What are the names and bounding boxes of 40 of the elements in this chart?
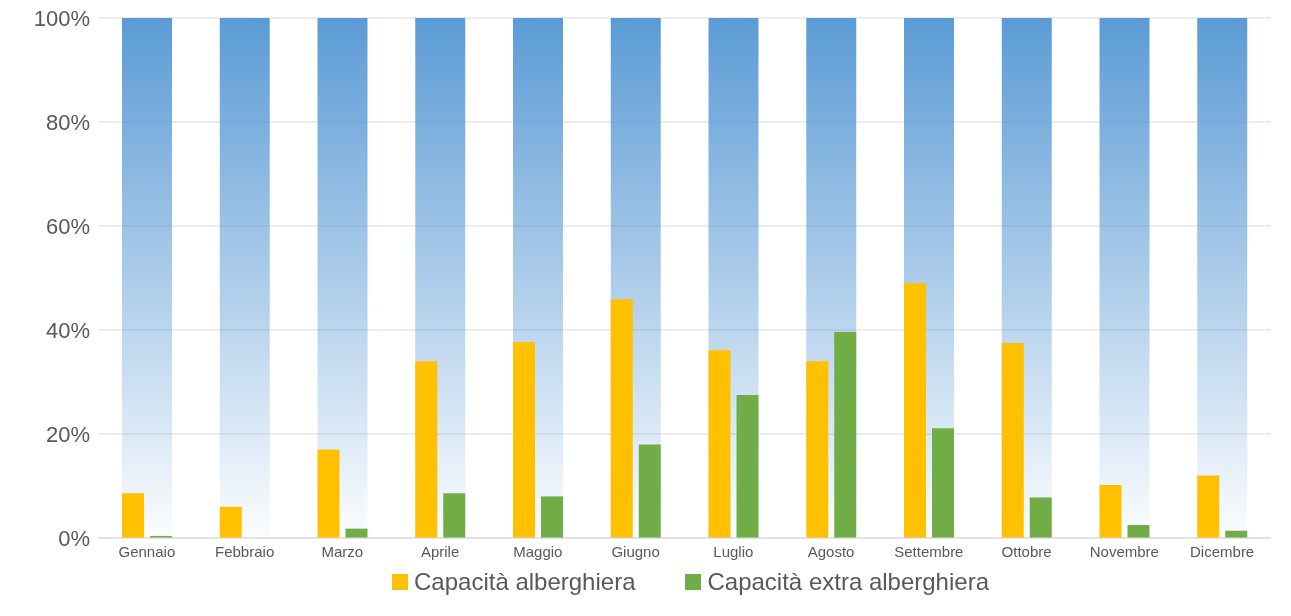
x-tick-label: Febbraio: [215, 542, 275, 560]
y-tick-label: 80%: [45, 109, 90, 135]
bar: [1127, 525, 1150, 538]
bar: [415, 361, 438, 538]
legend-label: Capacità extra alberghiera: [706, 568, 989, 596]
bar: [806, 361, 829, 538]
x-tick-label: Settembre: [894, 542, 964, 560]
bar: [834, 332, 857, 538]
x-tick-label: Dicembre: [1190, 542, 1255, 560]
x-tick-label: Agosto: [807, 542, 855, 560]
bar: [1001, 343, 1024, 538]
y-tick-label: 20%: [45, 421, 90, 447]
bar: [736, 395, 759, 538]
x-tick-label: Giugno: [611, 542, 660, 560]
bar: [904, 283, 926, 538]
y-tick-label: 0%: [58, 525, 90, 551]
x-tick-label: Ottobre: [1001, 542, 1052, 560]
bar: [513, 341, 535, 538]
x-tick-label: Novembre: [1089, 542, 1159, 560]
bar: [1197, 475, 1220, 538]
bar: [122, 493, 144, 538]
y-tick-label: 60%: [45, 213, 90, 239]
legend-label: Capacità alberghiera: [413, 568, 636, 596]
x-tick-label: Maggio: [513, 542, 563, 560]
x-tick-label: Marzo: [321, 542, 364, 560]
x-tick-label: Gennaio: [118, 542, 176, 560]
bar: [610, 299, 633, 538]
bar: [219, 506, 242, 538]
x-tick-label: Aprile: [420, 542, 460, 560]
bar: [541, 496, 563, 538]
bar: [443, 493, 466, 538]
y-tick-label: 100%: [33, 5, 90, 31]
bar: [638, 444, 661, 538]
x-tick-label: Luglio: [713, 542, 754, 560]
bar: [932, 428, 954, 538]
bar: [317, 449, 340, 538]
bar: [1099, 484, 1122, 538]
bar: [1029, 497, 1052, 538]
y-tick-label: 40%: [45, 317, 90, 343]
bar: [708, 350, 731, 538]
